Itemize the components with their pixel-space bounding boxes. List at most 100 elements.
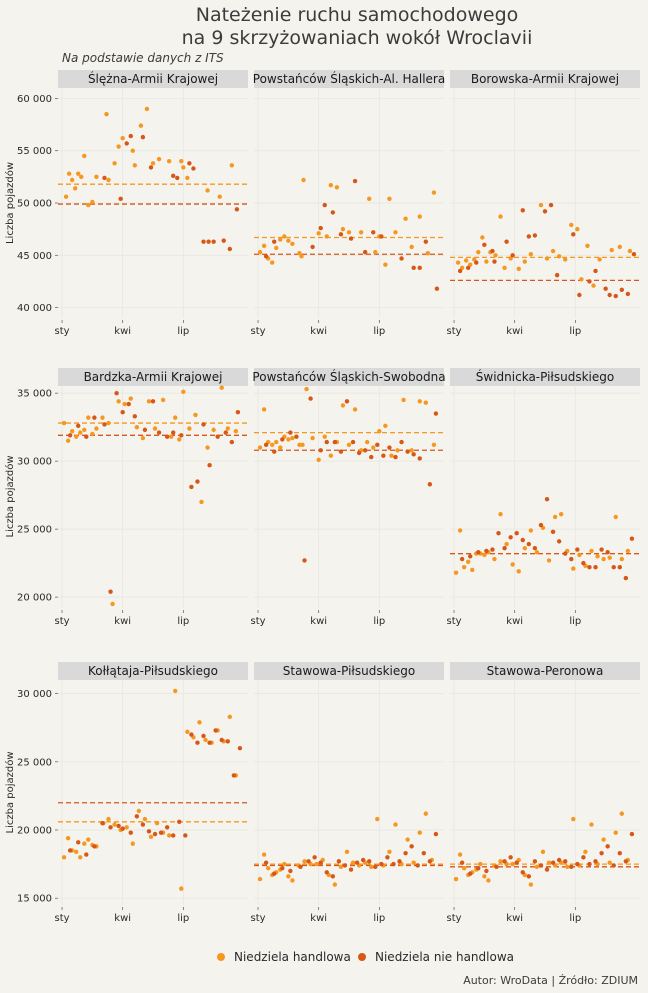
legend-item: Niedziela handlowa xyxy=(217,950,351,964)
data-point-nie-handlowa xyxy=(116,823,121,829)
data-point-nie-handlowa xyxy=(156,430,162,435)
data-point-nie-handlowa xyxy=(550,529,556,535)
data-point-handlowa xyxy=(116,399,121,404)
data-point-nie-handlowa xyxy=(308,396,313,401)
data-point-handlowa xyxy=(522,259,527,264)
data-point-nie-handlowa xyxy=(415,863,420,868)
data-point-nie-handlowa xyxy=(108,589,113,594)
panels: Ślężna-Armii Krajowej 40 000 45 000 50 000 5… xyxy=(17,70,640,924)
data-point-nie-handlowa xyxy=(457,268,463,274)
data-point-handlowa xyxy=(484,259,489,264)
data-point-handlowa xyxy=(540,849,546,855)
data-point-nie-handlowa xyxy=(84,434,89,439)
data-point-handlowa xyxy=(498,511,503,517)
data-point-nie-handlowa xyxy=(306,859,311,864)
y-tick-label: 30 000 xyxy=(17,689,52,700)
data-point-handlowa xyxy=(617,244,622,250)
data-point-nie-handlowa xyxy=(118,196,123,202)
data-point-handlowa xyxy=(181,389,186,394)
data-point-handlowa xyxy=(100,415,105,420)
data-point-nie-handlowa xyxy=(577,292,582,298)
y-tick-label: 50 000 xyxy=(17,199,52,210)
data-point-nie-handlowa xyxy=(348,236,354,241)
data-point-handlowa xyxy=(585,243,590,249)
data-point-nie-handlowa xyxy=(140,822,146,827)
data-point-handlowa xyxy=(480,235,485,240)
data-point-nie-handlowa xyxy=(67,433,73,438)
data-point-nie-handlowa xyxy=(195,479,200,484)
data-point-handlowa xyxy=(286,437,291,442)
data-point-handlowa xyxy=(482,552,487,558)
data-point-nie-handlowa xyxy=(544,867,550,872)
data-point-handlowa xyxy=(257,876,263,882)
data-point-nie-handlowa xyxy=(427,482,433,487)
data-point-handlowa xyxy=(316,231,321,236)
data-point-handlowa xyxy=(310,435,315,441)
data-point-handlowa xyxy=(498,214,503,219)
data-point-handlowa xyxy=(120,135,125,141)
data-point-nie-handlowa xyxy=(367,859,372,864)
data-point-handlowa xyxy=(217,194,222,199)
data-point-handlowa xyxy=(546,860,552,865)
data-point-nie-handlowa xyxy=(272,871,277,876)
facet-panel: Powstańców Śląskich-Swobodna sty kwi lip xyxy=(251,368,446,627)
data-point-nie-handlowa xyxy=(330,874,336,879)
data-point-nie-handlowa xyxy=(532,859,538,864)
data-point-handlowa xyxy=(197,720,202,725)
data-point-nie-handlowa xyxy=(459,860,465,865)
y-tick-label: 20 000 xyxy=(17,593,52,604)
data-point-nie-handlowa xyxy=(613,293,618,299)
x-tick-label: kwi xyxy=(506,913,523,924)
data-point-nie-handlowa xyxy=(405,449,410,454)
data-point-handlowa xyxy=(142,816,148,822)
data-point-nie-handlowa xyxy=(581,560,586,566)
facet-panel: Powstańców Śląskich-Al. Hallera sty kwi lip xyxy=(251,70,445,337)
data-point-handlowa xyxy=(619,811,625,816)
data-point-nie-handlowa xyxy=(490,248,495,254)
facet-strip-label: Powstańców Śląskich-Al. Hallera xyxy=(253,71,445,86)
data-point-handlowa xyxy=(486,878,491,883)
legend-item: Niedziela nie handlowa xyxy=(358,950,514,964)
data-point-nie-handlowa xyxy=(510,253,515,258)
data-point-handlowa xyxy=(453,876,459,882)
data-point-handlowa xyxy=(498,859,503,864)
data-point-handlowa xyxy=(504,541,509,547)
data-point-handlowa xyxy=(199,499,204,505)
x-tick-label: sty xyxy=(55,616,70,627)
data-point-nie-handlowa xyxy=(225,739,230,744)
data-point-nie-handlowa xyxy=(237,745,243,751)
data-point-nie-handlowa xyxy=(532,545,538,551)
data-point-handlowa xyxy=(373,249,378,255)
data-point-nie-handlowa xyxy=(360,857,366,863)
data-point-handlowa xyxy=(328,183,334,188)
data-point-nie-handlowa xyxy=(211,239,216,244)
data-point-nie-handlowa xyxy=(235,409,241,415)
data-point-nie-handlowa xyxy=(403,850,408,856)
data-point-nie-handlowa xyxy=(532,233,538,238)
data-point-handlowa xyxy=(472,257,477,262)
facet-strip-label: Ślężna-Armii Krajowej xyxy=(88,71,218,86)
data-point-handlowa xyxy=(65,438,71,443)
x-tick-label: kwi xyxy=(506,326,523,337)
data-point-handlowa xyxy=(367,196,372,202)
data-point-handlowa xyxy=(423,811,429,816)
y-tick-label: 55 000 xyxy=(17,146,52,157)
data-point-handlowa xyxy=(538,202,544,208)
data-point-handlowa xyxy=(227,714,233,720)
data-point-handlowa xyxy=(185,729,190,735)
data-point-handlowa xyxy=(132,163,138,168)
data-point-handlowa xyxy=(502,265,507,271)
data-point-handlowa xyxy=(411,860,416,865)
data-point-handlowa xyxy=(556,254,562,259)
data-point-handlowa xyxy=(601,556,606,562)
data-point-nie-handlowa xyxy=(322,202,327,208)
y-tick-label: 20 000 xyxy=(17,826,52,837)
data-point-handlowa xyxy=(516,569,521,574)
y-tick-label: 30 000 xyxy=(17,457,52,468)
data-point-handlowa xyxy=(534,550,540,555)
data-point-nie-handlowa xyxy=(179,433,184,438)
data-point-handlowa xyxy=(332,882,338,887)
data-point-nie-handlowa xyxy=(514,860,519,865)
data-point-handlowa xyxy=(86,202,91,208)
data-point-nie-handlowa xyxy=(171,430,176,435)
